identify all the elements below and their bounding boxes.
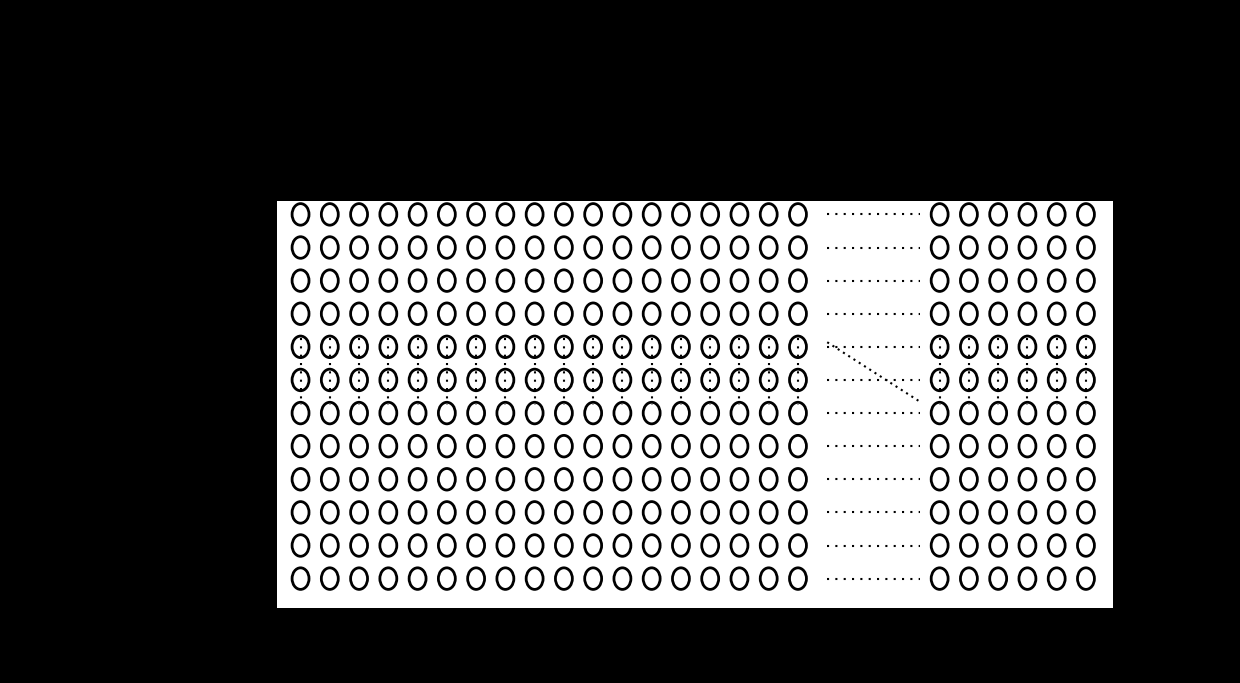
Bar xyxy=(278,201,1112,608)
